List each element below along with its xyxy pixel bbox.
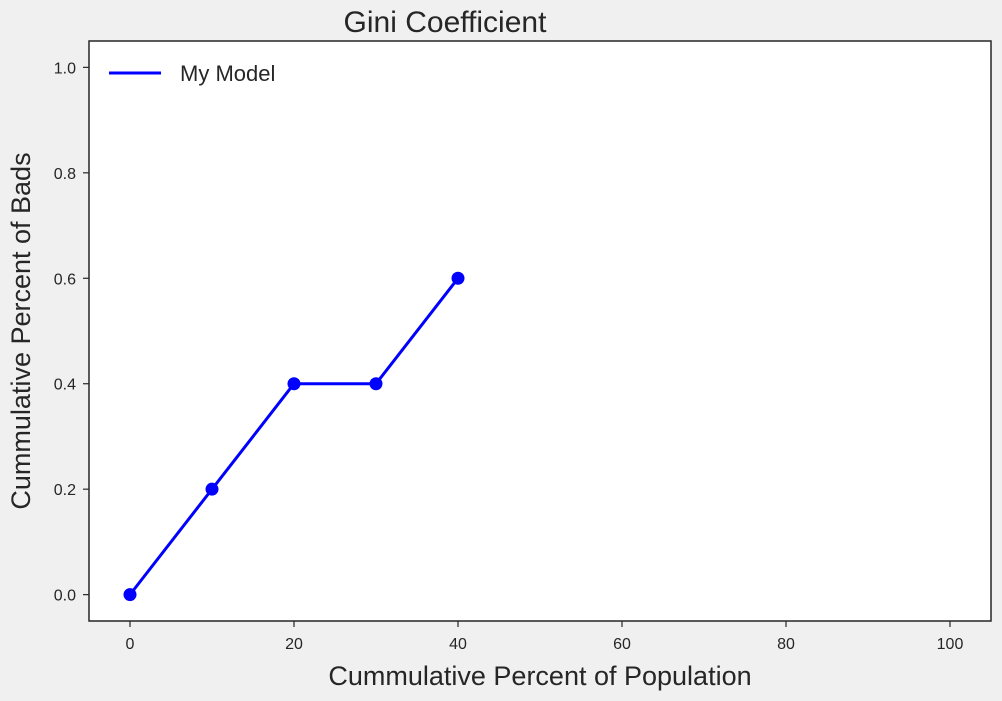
y-tick-label: 0.0 [54,588,76,605]
y-ticks: 0.0 0.2 0.4 0.6 0.8 1.0 [54,60,89,605]
y-tick-label: 0.6 [54,271,76,288]
data-point [451,271,465,285]
y-axis-title: Cummulative Percent of Bads [6,152,36,509]
x-tick-label: 0 [126,636,135,653]
x-tick-label: 60 [613,636,631,653]
x-tick-label: 20 [285,636,303,653]
x-ticks: 0 20 40 60 80 100 [126,621,964,653]
data-point [287,377,301,391]
data-point [123,588,137,602]
chart-title: Gini Coefficient [344,6,548,39]
x-tick-label: 80 [777,636,795,653]
data-point [205,482,219,496]
plot-area [88,40,992,622]
data-point [369,377,383,391]
y-tick-label: 1.0 [54,60,76,77]
x-tick-label: 100 [937,636,964,653]
series-layer [123,271,465,602]
y-tick-label: 0.2 [54,482,76,499]
legend-label: My Model [180,61,275,86]
y-tick-label: 0.8 [54,166,76,183]
y-tick-label: 0.4 [54,377,76,394]
x-axis-title: Cummulative Percent of Population [328,661,751,691]
legend: My Model [109,61,275,86]
x-tick-label: 40 [449,636,467,653]
